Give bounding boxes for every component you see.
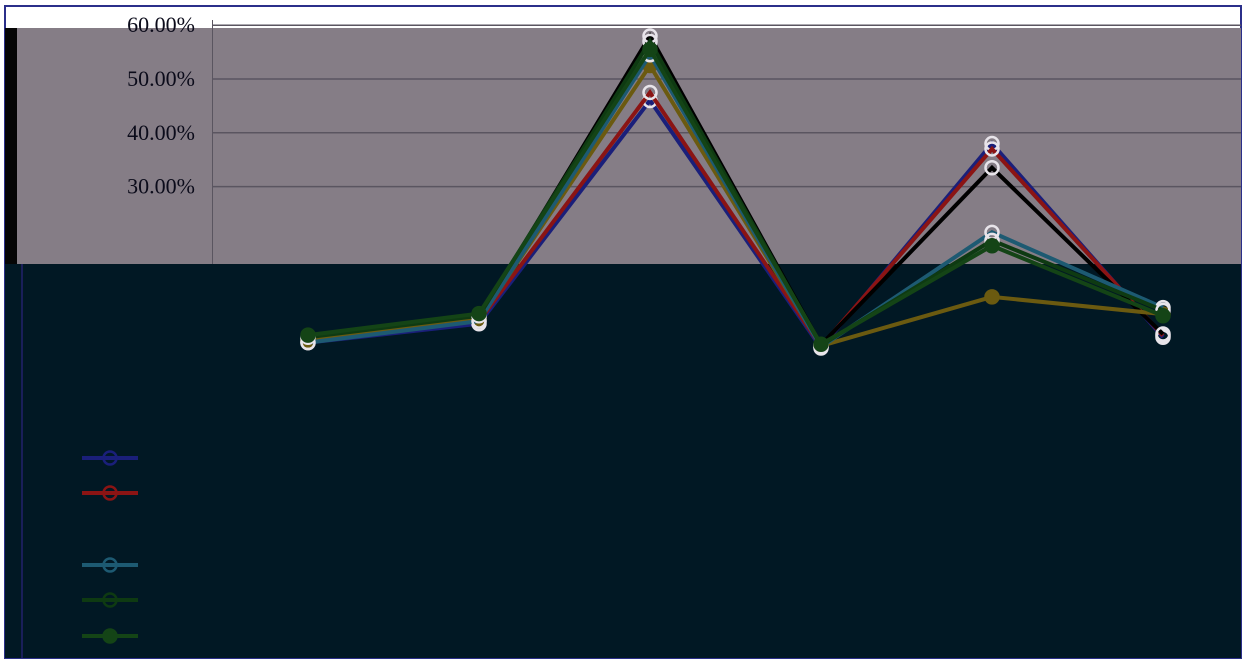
- series-line: [307, 97, 1165, 352]
- data-point: [984, 289, 1000, 305]
- data-point: [984, 238, 1000, 254]
- data-point: [1155, 307, 1171, 324]
- data-series: [300, 28, 1171, 356]
- data-point: [471, 305, 487, 322]
- data-point: [984, 141, 1000, 157]
- y-tick-label: 40.00%: [127, 120, 195, 145]
- legend: [82, 450, 138, 644]
- y-axis-tick-labels: 70.00%60.00%50.00%40.00%30.00%: [127, 12, 195, 199]
- legend-swatch-marker: [102, 592, 118, 608]
- legend-swatch-marker: [102, 450, 118, 466]
- y-tick-label: 60.00%: [127, 12, 195, 37]
- data-point: [642, 84, 658, 101]
- data-point: [300, 327, 316, 343]
- legend-swatch-marker: [102, 628, 118, 644]
- legend-swatch-marker: [102, 557, 118, 573]
- data-point: [1155, 326, 1171, 342]
- series-line: [307, 50, 1164, 350]
- lower-dark-overlay: [5, 264, 1241, 658]
- series-line: [307, 45, 1164, 347]
- plot-area-background: [14, 28, 1241, 264]
- plot-area-left-axis: [212, 20, 213, 264]
- overlay-left-border: [21, 264, 23, 658]
- data-point: [984, 160, 1000, 176]
- data-point: [642, 41, 658, 58]
- data-point: [813, 336, 829, 352]
- y-tick-label: 50.00%: [127, 66, 195, 91]
- legend-swatch-marker: [102, 485, 118, 501]
- y-tick-label: 30.00%: [127, 174, 195, 199]
- left-dark-strip: [5, 28, 17, 264]
